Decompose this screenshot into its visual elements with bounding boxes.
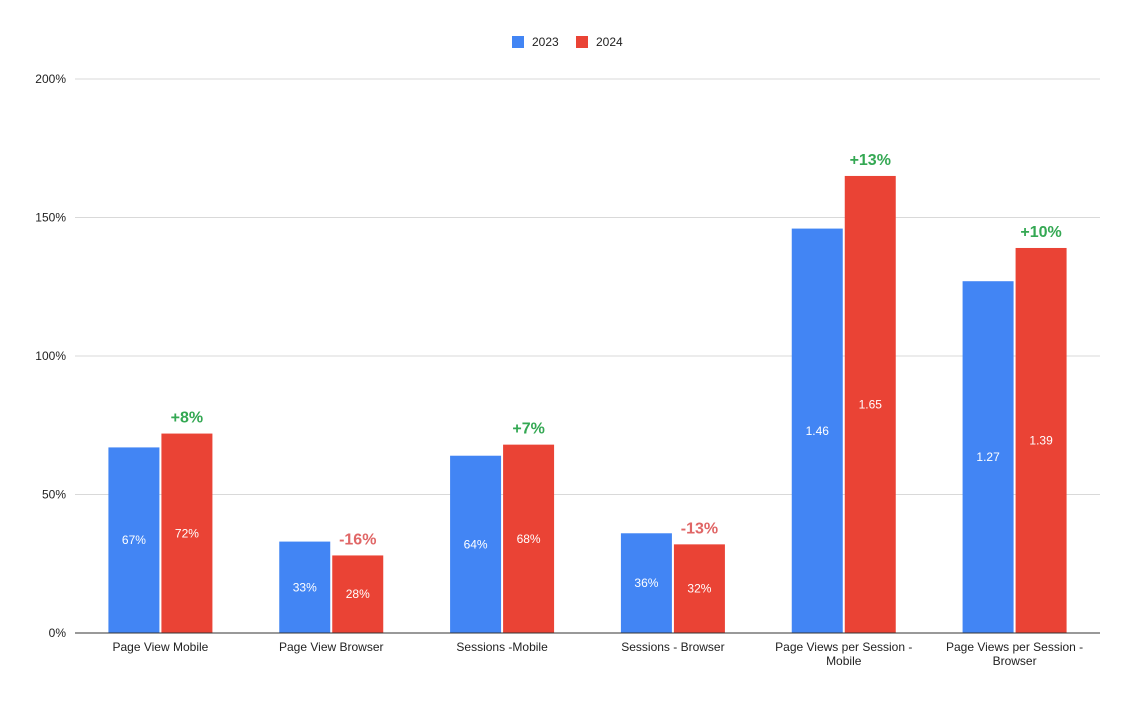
data-label: 1.46 (806, 424, 830, 438)
data-label: 1.39 (1029, 433, 1053, 447)
legend-label: 2023 (532, 35, 559, 49)
bar-2023 (108, 447, 160, 633)
bar-2024 (673, 544, 725, 633)
x-tick-label: Sessions -Mobile (456, 640, 548, 654)
change-annotation: +8% (171, 410, 203, 427)
y-tick-label: 50% (42, 488, 66, 502)
y-axis-ticks: 0% 50% 100% 150% 200% (35, 72, 66, 640)
change-annotation: -16% (339, 531, 376, 548)
legend-label: 2024 (596, 35, 623, 49)
legend-swatch-2024 (576, 36, 588, 48)
x-axis-labels: Page View Mobile Page View Browser Session… (112, 640, 1083, 668)
data-label: 1.65 (859, 397, 883, 411)
y-tick-label: 0% (49, 626, 67, 640)
bar-2024 (844, 175, 896, 633)
bar-2023 (962, 281, 1014, 633)
bar-2023 (279, 541, 331, 633)
x-tick-label: Page View Mobile (112, 640, 208, 654)
data-label: 33% (293, 580, 317, 594)
x-tick-label-line: Page View Browser (279, 640, 384, 654)
y-tick-label: 100% (35, 349, 66, 363)
y-tick-label: 150% (35, 211, 66, 225)
x-tick-label-line: Sessions -Mobile (456, 640, 548, 654)
x-tick-label: Page Views per Session -Mobile (775, 640, 912, 668)
change-annotation: -13% (681, 520, 718, 537)
x-tick-label-line: Sessions - Browser (621, 640, 724, 654)
bar-2024 (1015, 247, 1067, 633)
bars (108, 175, 1067, 633)
bar-2024 (161, 433, 213, 633)
data-label: 28% (346, 587, 370, 601)
legend-swatch-2023 (512, 36, 524, 48)
change-annotation: +10% (1020, 224, 1061, 241)
change-annotation: +7% (512, 421, 544, 438)
x-tick-label: Page View Browser (279, 640, 384, 654)
data-label: 1.27 (976, 450, 1000, 464)
x-tick-label-line: Browser (993, 654, 1037, 668)
data-labels: 67% 72% 33% 28% 64% 68% 36% 32% 1.46 1.65 1.27 1.39 (122, 397, 1053, 601)
y-tick-label: 200% (35, 72, 66, 86)
bar-2024 (503, 444, 555, 633)
data-label: 67% (122, 533, 146, 547)
data-label: 32% (687, 582, 711, 596)
data-label: 36% (634, 576, 658, 590)
x-tick-label: Page Views per Session -Browser (946, 640, 1083, 668)
x-tick-label-line: Page View Mobile (112, 640, 208, 654)
bar-2023 (791, 228, 843, 633)
x-tick-label-line: Mobile (826, 654, 862, 668)
data-label: 68% (517, 532, 541, 546)
change-annotations: +8% -16% +7% -13% +13% +10% (171, 152, 1062, 548)
bar-2023 (450, 455, 502, 633)
x-tick-label-line: Page Views per Session - (775, 640, 912, 654)
gridlines (75, 78, 1100, 495)
bar-2024 (332, 555, 384, 633)
legend: 2023 2024 (512, 35, 623, 49)
data-label: 72% (175, 526, 199, 540)
bar-2023 (620, 533, 672, 633)
x-tick-label-line: Page Views per Session - (946, 640, 1083, 654)
change-annotation: +13% (850, 152, 891, 169)
x-tick-label: Sessions - Browser (621, 640, 724, 654)
data-label: 64% (464, 537, 488, 551)
